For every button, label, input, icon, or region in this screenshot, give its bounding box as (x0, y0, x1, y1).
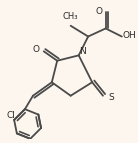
Text: S: S (109, 93, 115, 102)
Text: Cl: Cl (6, 111, 15, 120)
Text: N: N (79, 47, 85, 56)
Text: O: O (33, 45, 40, 54)
Text: CH₃: CH₃ (62, 12, 78, 21)
Text: O: O (95, 7, 102, 16)
Text: OH: OH (122, 31, 136, 40)
